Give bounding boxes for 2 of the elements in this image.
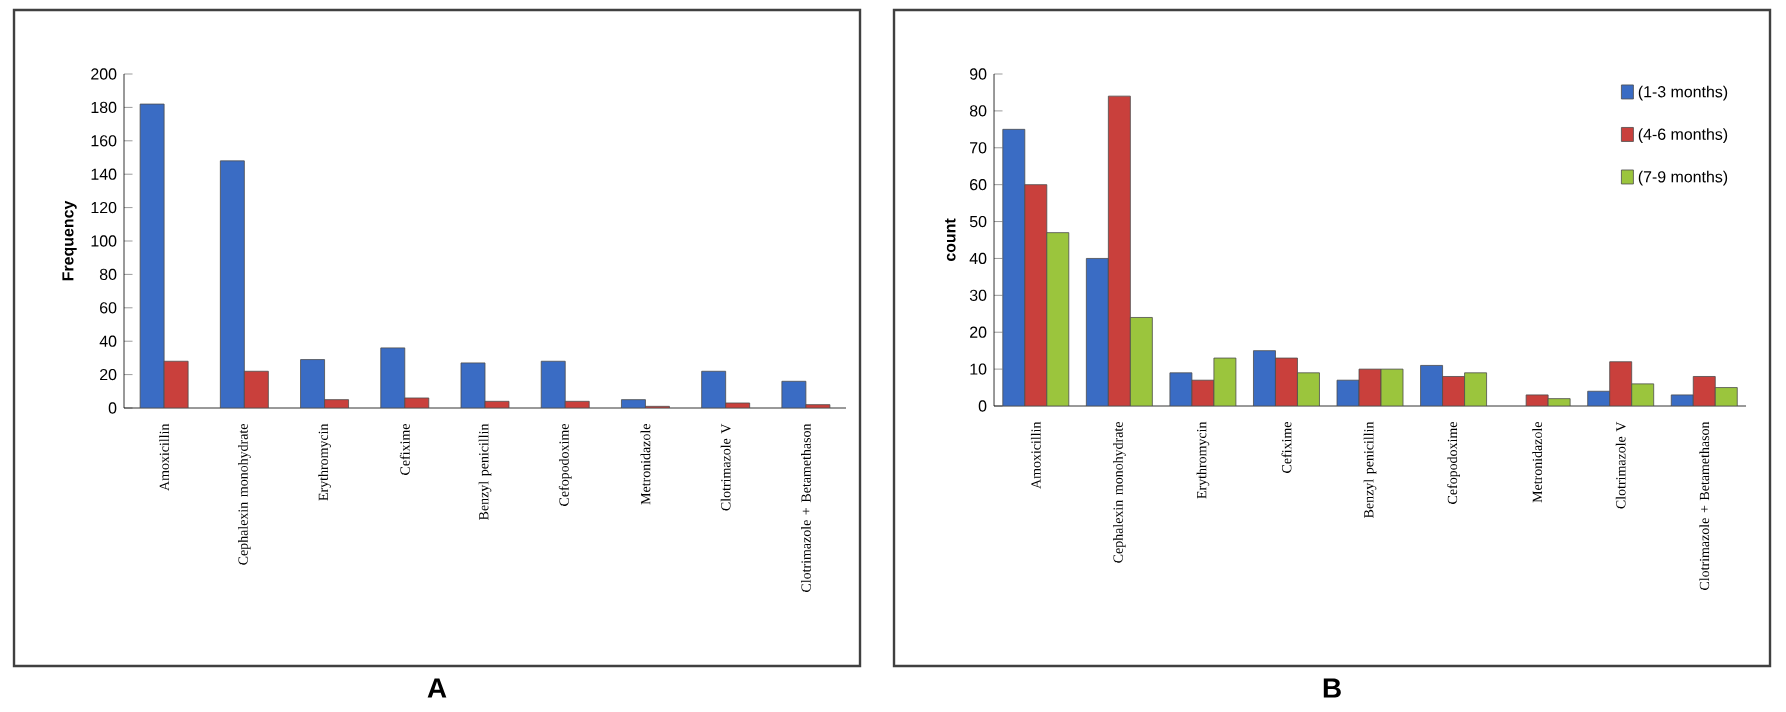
text: A [427, 678, 447, 698]
text: B [1323, 678, 1341, 698]
